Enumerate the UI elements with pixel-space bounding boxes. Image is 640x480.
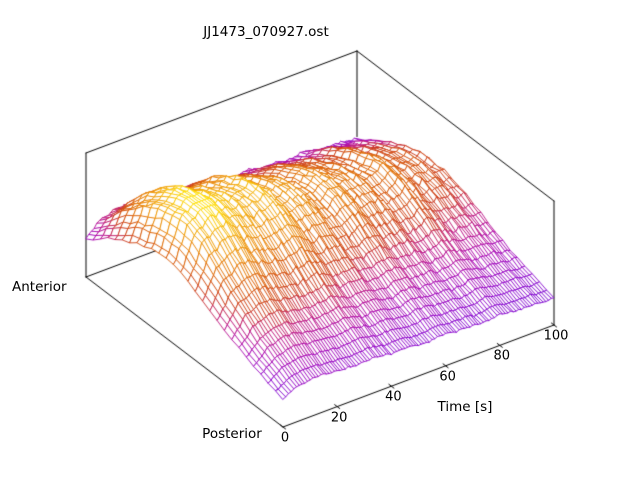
- x-tick-label: 80: [493, 348, 511, 364]
- x-tick-label: 40: [385, 389, 402, 405]
- x-tick-label: 60: [439, 369, 456, 385]
- y-axis-label-posterior: Posterior: [202, 426, 262, 442]
- chart-title: JJ1473_070927.ost: [203, 24, 329, 40]
- x-tick-label: 100: [543, 328, 569, 344]
- x-tick-label: 0: [280, 430, 290, 446]
- x-tick-label: 20: [330, 410, 348, 426]
- x-axis-label: Time [s]: [437, 399, 493, 415]
- y-axis-label-anterior: Anterior: [12, 279, 67, 295]
